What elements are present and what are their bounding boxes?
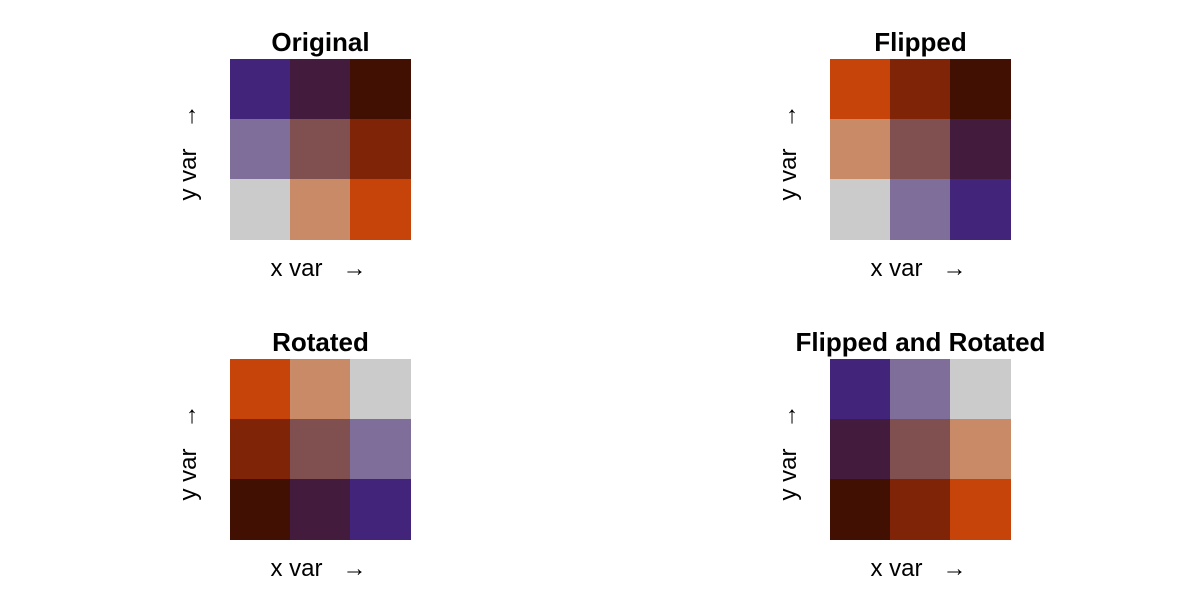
- heatmap-cell-3-3: [950, 59, 1011, 120]
- heatmap-cell-2-3: [290, 59, 351, 120]
- panel-title: Original: [271, 27, 369, 57]
- heatmap-cell-3-2: [890, 479, 951, 540]
- y-axis-label: y var: [775, 148, 802, 200]
- heatmap-cell-2-2: [890, 119, 951, 180]
- panel-title: Flipped and Rotated: [796, 327, 1046, 357]
- y-axis-arrow-icon: →: [175, 105, 202, 129]
- heatmap-cell-2-1: [290, 359, 351, 420]
- heatmap-cell-1-2: [890, 179, 951, 240]
- heatmap-cell-1-2: [350, 419, 411, 480]
- panel-2: Flipped x var → y var →: [775, 27, 1011, 282]
- heatmap-cell-2-1: [950, 419, 1011, 480]
- heatmap-cell-2-3: [830, 419, 891, 480]
- heatmap-cell-2-1: [290, 179, 351, 240]
- heatmap-cell-3-3: [230, 479, 291, 540]
- y-axis-label: y var: [175, 448, 202, 500]
- y-axis-arrow-icon: →: [775, 405, 802, 429]
- x-axis-arrow-icon: →: [943, 555, 967, 582]
- heatmap-cell-1-2: [890, 359, 951, 420]
- panel-title: Flipped: [874, 27, 966, 57]
- heatmap-cell-2-2: [290, 119, 351, 180]
- x-axis-label: x var: [270, 555, 322, 582]
- heatmap-cell-2-3: [950, 119, 1011, 180]
- heatmap-cell-1-2: [230, 119, 291, 180]
- x-axis-arrow-icon: →: [943, 255, 967, 282]
- panel-4: Flipped and Rotated x var → y var →: [775, 327, 1045, 582]
- heatmap-cell-1-3: [230, 59, 291, 120]
- heatmap-cell-3-1: [230, 359, 291, 420]
- heatmap-cell-3-1: [350, 179, 411, 240]
- panel-title: Rotated: [272, 327, 369, 357]
- heatmap-cell-1-3: [950, 179, 1011, 240]
- heatmap-cell-2-3: [290, 479, 351, 540]
- heatmap-cell-3-3: [830, 479, 891, 540]
- heatmap-cell-3-2: [890, 59, 951, 120]
- heatmap-cell-1-3: [830, 359, 891, 420]
- x-axis-arrow-icon: →: [343, 555, 367, 582]
- x-axis-arrow-icon: →: [343, 255, 367, 282]
- heatmap-cell-3-1: [950, 479, 1011, 540]
- y-axis-arrow-icon: →: [775, 105, 802, 129]
- y-axis-label: y var: [775, 448, 802, 500]
- x-axis-label: x var: [870, 555, 922, 582]
- y-axis-label: y var: [175, 148, 202, 200]
- heatmap-cell-1-1: [350, 359, 411, 420]
- panel-3: Rotated x var → y var →: [175, 327, 411, 582]
- heatmap-cell-2-1: [830, 119, 891, 180]
- heatmap-cell-3-1: [830, 59, 891, 120]
- heatmap-cell-2-2: [890, 419, 951, 480]
- heatmap-cell-1-1: [830, 179, 891, 240]
- heatmap-cell-1-1: [950, 359, 1011, 420]
- heatmap-cell-3-3: [350, 59, 411, 120]
- heatmap-cell-3-2: [350, 119, 411, 180]
- heatmap-cell-2-2: [290, 419, 351, 480]
- heatmap-cell-1-1: [230, 179, 291, 240]
- x-axis-label: x var: [270, 255, 322, 282]
- heatmap-cell-3-2: [230, 419, 291, 480]
- y-axis-arrow-icon: →: [175, 405, 202, 429]
- x-axis-label: x var: [870, 255, 922, 282]
- heatmap-cell-1-3: [350, 479, 411, 540]
- panel-1: Original x var → y var →: [175, 27, 411, 282]
